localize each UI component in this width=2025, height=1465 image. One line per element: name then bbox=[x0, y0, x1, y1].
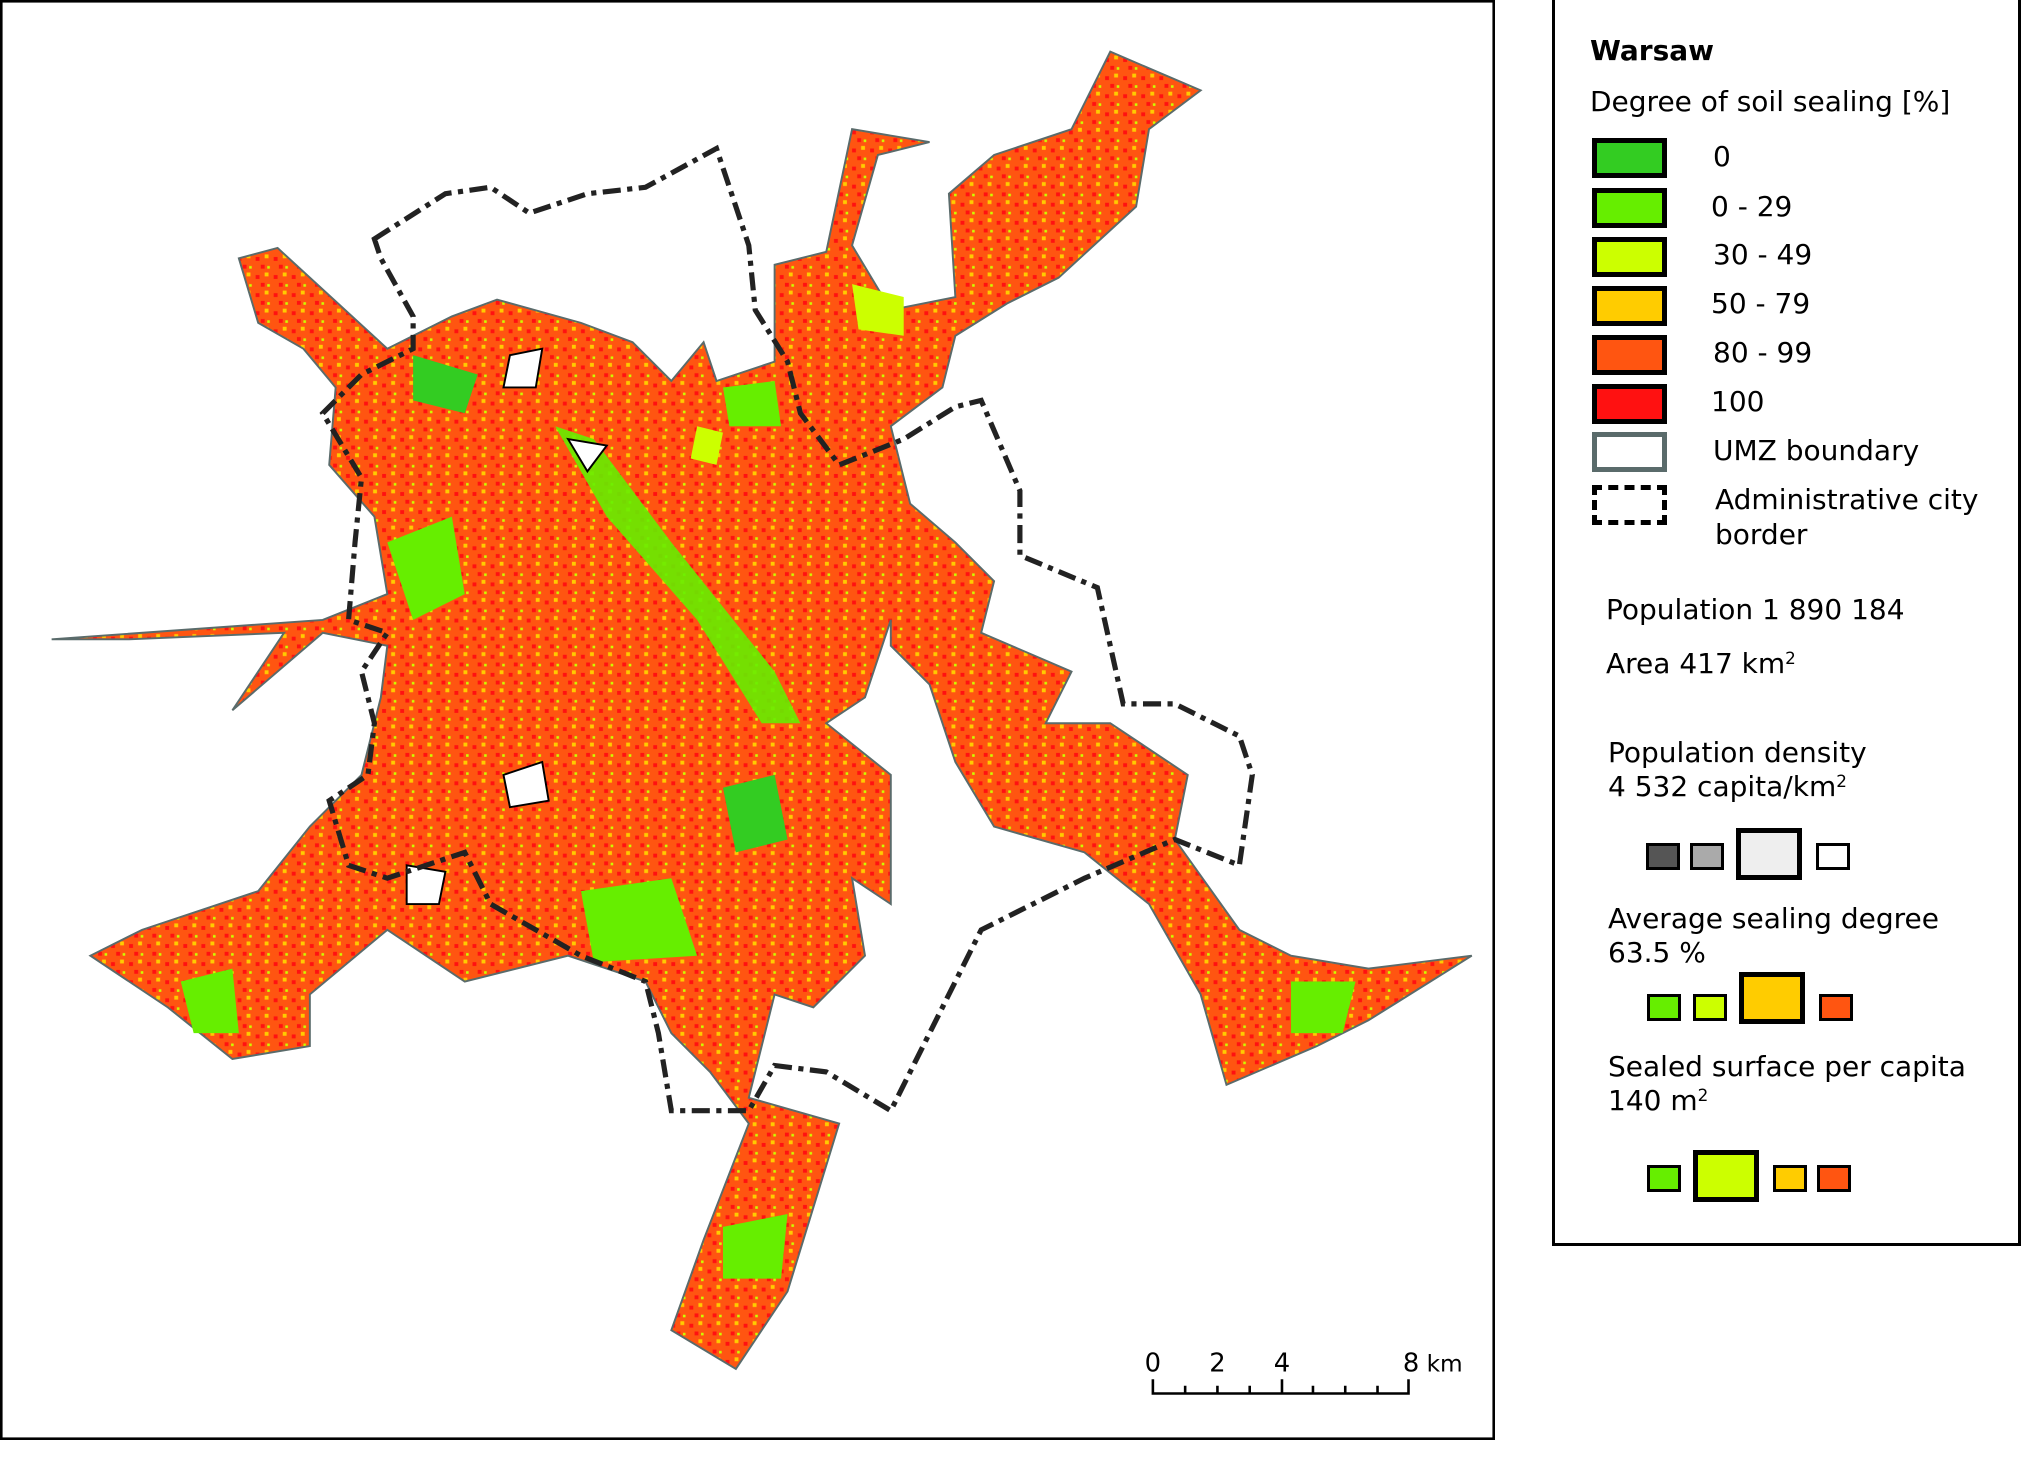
green-patch bbox=[690, 426, 723, 465]
per-capita-sup: 2 bbox=[1697, 1084, 1709, 1105]
green-patch bbox=[722, 380, 782, 427]
per-capita-square bbox=[1817, 1165, 1851, 1192]
sealing-label: Average sealing degree bbox=[1608, 902, 1939, 935]
class-label: 100 bbox=[1711, 385, 1765, 418]
class-label: 80 - 99 bbox=[1713, 336, 1813, 369]
scale-tick-2: 2 bbox=[1209, 1349, 1225, 1379]
scale-unit: km bbox=[1427, 1351, 1463, 1378]
per-capita-label: Sealed surface per capita bbox=[1608, 1050, 1966, 1083]
river-corridor bbox=[555, 426, 801, 724]
swatch-100 bbox=[1592, 384, 1667, 424]
density-square bbox=[1690, 843, 1724, 870]
scale-tick-0: 0 bbox=[1145, 1349, 1161, 1379]
swatch-0 bbox=[1592, 138, 1667, 178]
hole bbox=[566, 437, 609, 474]
class-label: 0 - 29 bbox=[1711, 190, 1793, 223]
sealing-square bbox=[1693, 994, 1727, 1021]
swatch-50-79 bbox=[1592, 286, 1667, 326]
hole bbox=[405, 864, 447, 906]
swatch-30-49 bbox=[1592, 237, 1667, 277]
density-sup: 2 bbox=[1836, 770, 1847, 791]
green-patch bbox=[387, 516, 465, 620]
scale-tick-4: 4 bbox=[1274, 1349, 1290, 1379]
sealing-square bbox=[1647, 994, 1681, 1021]
density-square bbox=[1646, 843, 1680, 870]
green-patch bbox=[852, 284, 904, 336]
green-patch bbox=[413, 355, 478, 414]
legend: Warsaw Degree of soil sealing [%] 0 0 - … bbox=[1552, 0, 2021, 1246]
area: Area 417 km2 bbox=[1606, 647, 1796, 681]
area-text: Area 417 km bbox=[1606, 647, 1786, 680]
sealing-heading: Degree of soil sealing [%] bbox=[1590, 85, 1951, 118]
admin-label-2: border bbox=[1715, 518, 1808, 551]
per-capita-value: 140 m2 bbox=[1608, 1084, 1708, 1118]
swatch-0-29 bbox=[1592, 188, 1667, 228]
sealing-square-highlight bbox=[1739, 972, 1805, 1024]
scale-bar: 0 2 4 8 km bbox=[1145, 1349, 1463, 1395]
sealing-square bbox=[1819, 994, 1853, 1021]
umz-label: UMZ boundary bbox=[1713, 434, 1920, 467]
density-label: Population density bbox=[1608, 736, 1867, 769]
per-capita-square bbox=[1647, 1165, 1681, 1192]
green-patch bbox=[1291, 981, 1356, 1034]
administrative-city-border bbox=[319, 144, 1255, 1115]
green-patch bbox=[180, 968, 239, 1034]
per-capita-text: 140 m bbox=[1608, 1084, 1698, 1117]
population: Population 1 890 184 bbox=[1606, 593, 1905, 626]
admin-label-1: Administrative city bbox=[1715, 483, 1979, 516]
density-text: 4 532 capita/km bbox=[1608, 770, 1837, 803]
swatch-admin-border bbox=[1592, 485, 1667, 525]
urban-area bbox=[51, 50, 1473, 1371]
scale-tick-8: 8 bbox=[1403, 1349, 1419, 1379]
map-frame: 0 2 4 8 km bbox=[0, 0, 1495, 1440]
per-capita-square bbox=[1773, 1165, 1807, 1192]
density-value: 4 532 capita/km2 bbox=[1608, 770, 1847, 804]
swatch-80-99 bbox=[1592, 335, 1667, 375]
area-sup: 2 bbox=[1785, 647, 1796, 668]
class-label: 0 bbox=[1713, 140, 1731, 173]
green-patch bbox=[722, 1213, 788, 1279]
density-square-highlight bbox=[1736, 828, 1802, 880]
legend-title: Warsaw bbox=[1590, 34, 1715, 67]
green-patch bbox=[580, 878, 698, 963]
hole bbox=[502, 760, 550, 809]
per-capita-square-highlight bbox=[1693, 1150, 1759, 1202]
class-label: 50 - 79 bbox=[1711, 287, 1811, 320]
hole bbox=[502, 347, 544, 389]
green-patch bbox=[722, 774, 788, 853]
density-square bbox=[1816, 843, 1850, 870]
swatch-umz-boundary bbox=[1592, 432, 1667, 472]
sealing-value: 63.5 % bbox=[1608, 936, 1706, 969]
class-label: 30 - 49 bbox=[1713, 238, 1813, 271]
